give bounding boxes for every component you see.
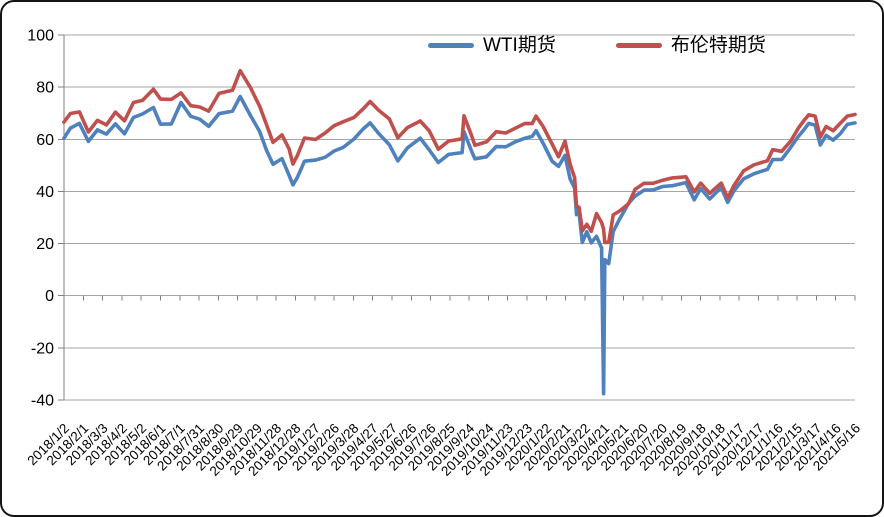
legend-label-wti: WTI期货 bbox=[483, 35, 556, 56]
brent-line-swatch bbox=[615, 43, 662, 48]
y-tick-label: 20 bbox=[36, 236, 54, 253]
x-axis-ticks bbox=[63, 295, 856, 301]
x-axis-labels: 2018/1/22018/2/12018/3/32018/4/22018/5/2… bbox=[24, 420, 863, 479]
legend-item-brent: 布伦特期货 bbox=[615, 35, 766, 56]
legend-item-wti: WTI期货 bbox=[428, 36, 556, 55]
y-tick-label: 40 bbox=[36, 184, 54, 201]
gridlines bbox=[64, 34, 855, 401]
wti-line-swatch bbox=[428, 43, 474, 48]
y-tick-label: 60 bbox=[36, 132, 54, 149]
chart-legend: WTI期货 布伦特期货 bbox=[428, 36, 766, 55]
y-tick-label: -20 bbox=[31, 340, 54, 357]
y-tick-label: 0 bbox=[45, 288, 54, 305]
y-tick-label: 80 bbox=[36, 80, 54, 97]
y-axis bbox=[58, 34, 65, 401]
y-tick-label: -40 bbox=[31, 393, 54, 410]
wti-series-line bbox=[62, 94, 857, 396]
brent-series-line bbox=[62, 68, 857, 245]
y-tick-label: 100 bbox=[27, 28, 54, 45]
legend-label-brent: 布伦特期货 bbox=[670, 35, 766, 56]
y-axis-labels: 100 80 60 40 20 0 -20 -40 bbox=[27, 28, 54, 410]
